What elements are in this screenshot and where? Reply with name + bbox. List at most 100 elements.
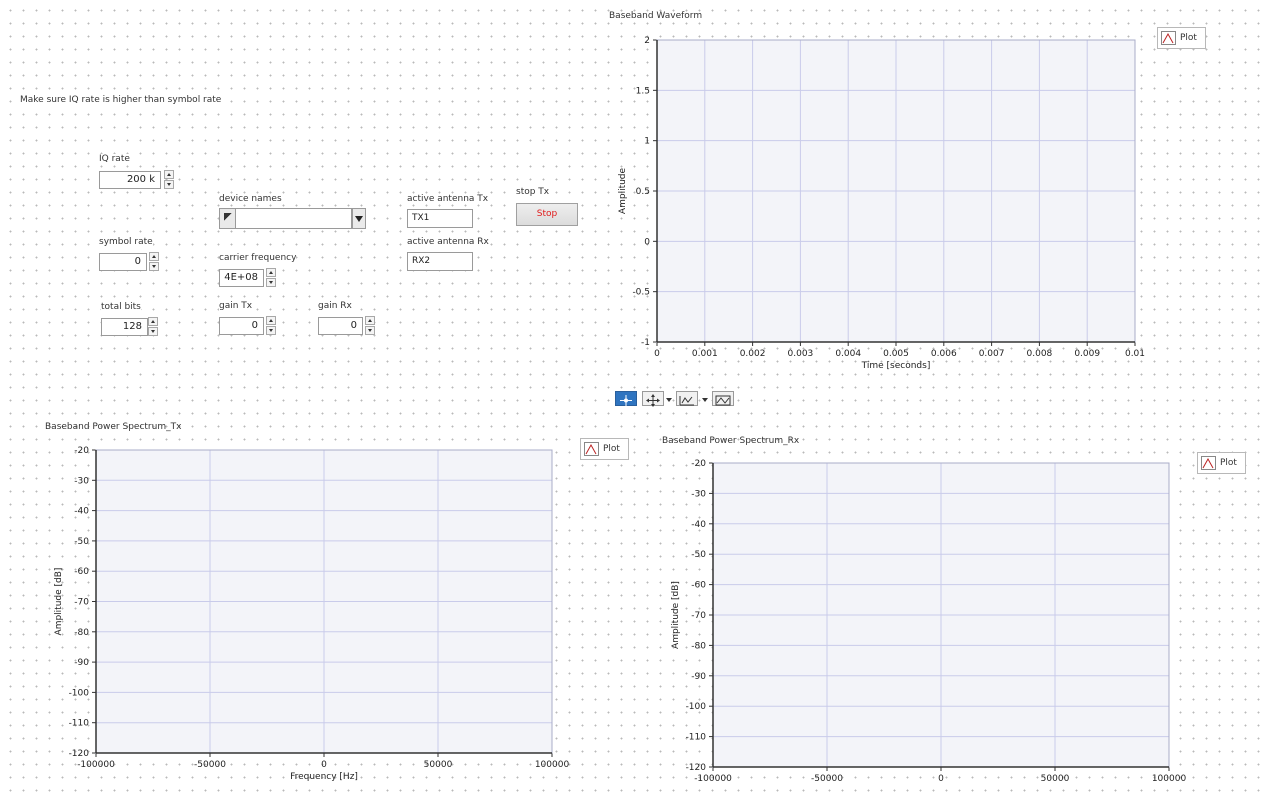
y-tick-label: -100 xyxy=(69,688,90,698)
browse-arrow-icon[interactable] xyxy=(219,208,236,229)
y-tick-label: -80 xyxy=(691,641,706,651)
increment-arrow-icon[interactable] xyxy=(365,316,375,325)
pan-icon[interactable] xyxy=(642,391,664,407)
y-axis-label: Amplitude [dB] xyxy=(54,568,64,636)
y-tick-label: -110 xyxy=(69,719,90,729)
x-tick-label: 0.01 xyxy=(1125,349,1145,359)
y-tick-label: -90 xyxy=(74,658,89,668)
increment-arrow-icon[interactable] xyxy=(266,316,276,325)
iq-rate-stepper[interactable] xyxy=(164,170,174,190)
spectrum-tx-title: Baseband Power Spectrum_Tx xyxy=(45,422,182,432)
active-antenna-rx-label: active antenna Rx xyxy=(407,237,489,247)
total-bits-stepper[interactable] xyxy=(148,317,158,337)
gain-rx-input[interactable]: 0 xyxy=(318,317,363,335)
waveform-legend[interactable]: Plot xyxy=(1157,27,1206,49)
x-tick-label: 100000 xyxy=(535,760,570,770)
decrement-arrow-icon[interactable] xyxy=(365,326,375,335)
x-axis-label: Time [seconds] xyxy=(861,361,931,371)
stop-tx-label: stop Tx xyxy=(516,187,550,197)
y-tick-label: -60 xyxy=(74,567,89,577)
plot-line-icon xyxy=(1201,456,1216,470)
total-bits-input[interactable]: 128 xyxy=(101,318,148,336)
y-tick-label: 1 xyxy=(644,137,650,147)
y-tick-label: -20 xyxy=(74,446,89,456)
zoom-icon[interactable] xyxy=(676,391,698,406)
increment-arrow-icon[interactable] xyxy=(149,252,159,261)
active-antenna-tx-field[interactable]: TX1 xyxy=(407,209,473,228)
iq-rate-input[interactable]: 200 k xyxy=(99,171,161,189)
gain-rx-label: gain Rx xyxy=(318,301,352,311)
stop-tx-button[interactable]: Stop xyxy=(516,203,578,226)
x-tick-label: 0.001 xyxy=(692,349,718,359)
y-tick-label: -70 xyxy=(691,611,706,621)
plot-line-icon xyxy=(1161,31,1176,45)
y-tick-label: -110 xyxy=(686,733,707,743)
x-tick-label: 0 xyxy=(654,349,660,359)
decrement-arrow-icon[interactable] xyxy=(266,278,276,287)
device-names-dropdown[interactable] xyxy=(219,208,366,229)
increment-arrow-icon[interactable] xyxy=(148,317,158,326)
symbol-rate-label: symbol rate xyxy=(99,237,153,247)
y-tick-label: 0.5 xyxy=(636,187,650,197)
y-tick-label: -100 xyxy=(686,702,707,712)
power-spectrum-rx-graph[interactable]: -100000 -50000 0 50000 100000 -120 -110 -100 -90… xyxy=(660,454,1200,790)
iq-rate-note: Make sure IQ rate is higher than symbol … xyxy=(20,95,222,105)
pan-options-arrow-icon[interactable] xyxy=(666,398,672,402)
x-tick-label: 0.009 xyxy=(1074,349,1100,359)
x-tick-label: 0.006 xyxy=(931,349,957,359)
x-tick-label: 50000 xyxy=(1041,774,1070,784)
increment-arrow-icon[interactable] xyxy=(164,170,174,179)
gain-rx-stepper[interactable] xyxy=(365,316,375,336)
y-tick-label: -30 xyxy=(74,476,89,486)
zoom-options-arrow-icon[interactable] xyxy=(702,398,708,402)
spectrum-tx-legend[interactable]: Plot xyxy=(580,438,629,460)
x-tick-label: -50000 xyxy=(811,774,843,784)
decrement-arrow-icon[interactable] xyxy=(164,180,174,189)
y-tick-label: -40 xyxy=(691,520,706,530)
y-axis-label: Amplitude xyxy=(618,167,628,214)
x-tick-label: 0 xyxy=(938,774,944,784)
x-tick-label: -100000 xyxy=(694,774,732,784)
carrier-frequency-stepper[interactable] xyxy=(266,268,276,288)
spectrum-rx-legend[interactable]: Plot xyxy=(1197,452,1246,474)
y-tick-label: -40 xyxy=(74,507,89,517)
x-tick-label: -100000 xyxy=(77,760,115,770)
y-tick-label: 1.5 xyxy=(636,86,650,96)
x-tick-label: 0 xyxy=(321,760,327,770)
y-tick-label: 2 xyxy=(644,36,650,46)
y-tick-label: -20 xyxy=(691,459,706,469)
crosshair-icon[interactable] xyxy=(615,391,637,406)
carrier-frequency-input[interactable]: 4E+08 xyxy=(219,269,264,287)
symbol-rate-stepper[interactable] xyxy=(149,252,159,272)
decrement-arrow-icon[interactable] xyxy=(266,326,276,335)
gain-tx-input[interactable]: 0 xyxy=(219,317,264,335)
x-tick-label: 0.005 xyxy=(883,349,909,359)
waveform-title: Baseband Waveform xyxy=(609,11,703,21)
y-tick-label: -1 xyxy=(641,338,650,348)
y-tick-label: -60 xyxy=(691,581,706,591)
x-tick-label: 0.003 xyxy=(788,349,814,359)
iq-rate-label: IQ rate xyxy=(99,154,130,164)
device-names-label: device names xyxy=(219,194,282,204)
y-tick-label: -80 xyxy=(74,628,89,638)
autoscale-icon[interactable] xyxy=(712,391,734,406)
increment-arrow-icon[interactable] xyxy=(266,268,276,277)
y-tick-label: 0 xyxy=(644,237,650,247)
x-axis-label: Frequency [Hz] xyxy=(290,772,358,782)
power-spectrum-tx-graph[interactable]: -100000 -50000 0 50000 100000 -120 -110 -100 -90… xyxy=(40,440,580,792)
y-tick-label: -50 xyxy=(691,550,706,560)
symbol-rate-input[interactable]: 0 xyxy=(99,253,147,271)
carrier-frequency-label: carrier frequency xyxy=(219,253,297,263)
active-antenna-rx-field[interactable]: RX2 xyxy=(407,252,473,271)
y-axis-label: Amplitude [dB] xyxy=(671,581,681,649)
decrement-arrow-icon[interactable] xyxy=(149,262,159,271)
gain-tx-stepper[interactable] xyxy=(266,316,276,336)
x-tick-label: 100000 xyxy=(1152,774,1187,784)
x-tick-label: 0.007 xyxy=(979,349,1005,359)
decrement-arrow-icon[interactable] xyxy=(148,327,158,336)
x-tick-label: 0.008 xyxy=(1027,349,1053,359)
chevron-down-icon[interactable] xyxy=(352,208,366,229)
baseband-waveform-graph[interactable]: 0 0.001 0.002 0.003 0.004 0.005 0.006 0.007 0.00… xyxy=(600,28,1160,384)
device-names-field[interactable] xyxy=(236,208,352,229)
legend-label: Plot xyxy=(1220,458,1237,468)
